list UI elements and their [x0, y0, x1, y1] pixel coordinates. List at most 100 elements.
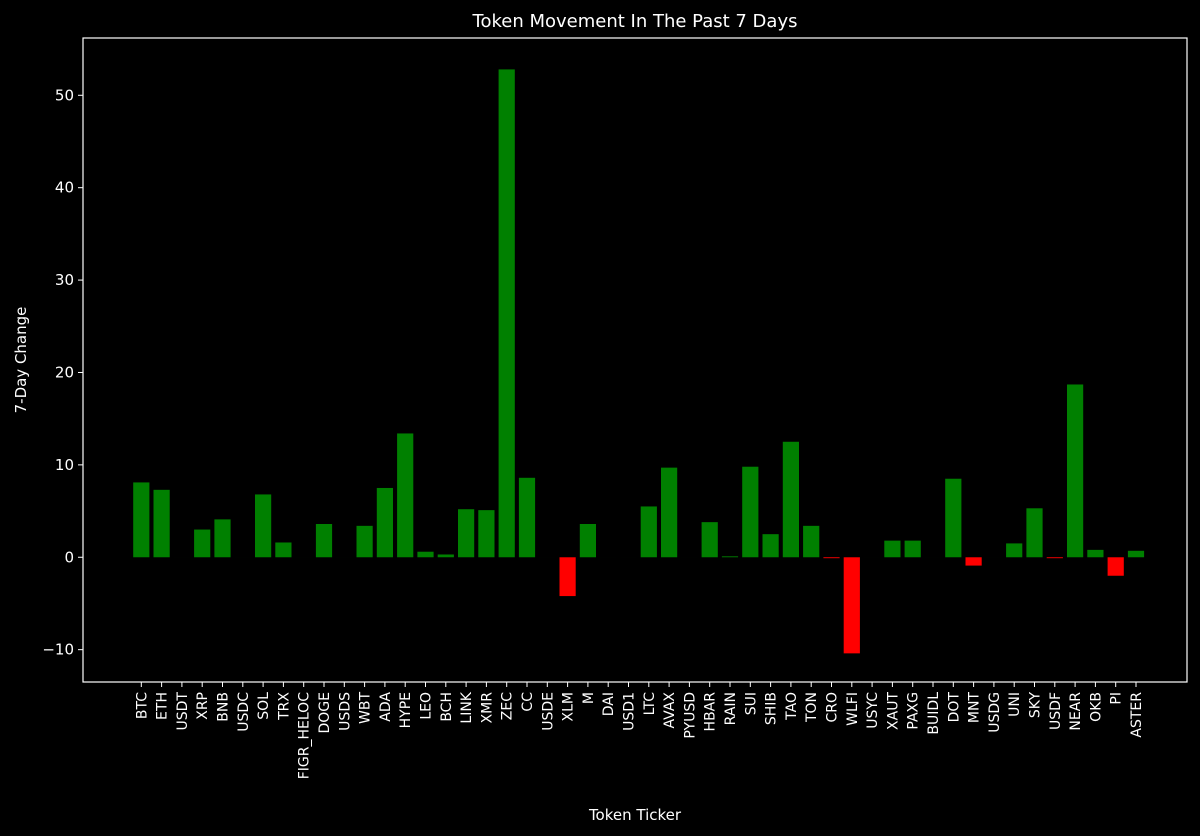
bar-xmr [478, 510, 495, 558]
bar-doge [315, 524, 333, 558]
bar-btc [133, 482, 150, 558]
x-tick-label: LEO [419, 692, 435, 720]
y-tick-label: 20 [55, 363, 74, 381]
x-tick-label: NEAR [1068, 692, 1084, 731]
x-tick-label: DOT [946, 692, 962, 723]
x-tick-label: RAIN [723, 692, 739, 725]
x-tick-label: PYUSD [682, 692, 698, 739]
bar-sky [1026, 508, 1043, 558]
bar-hype [397, 433, 414, 558]
bar-leo [417, 551, 434, 558]
bar-ton [803, 525, 820, 558]
bar-aster [1127, 550, 1145, 558]
y-axis-ticks: −10 0 10 20 30 40 50 [42, 86, 83, 659]
x-tick-label: TRX [276, 692, 292, 721]
x-tick-label: ZEC [500, 692, 516, 720]
bar-usdf [1046, 557, 1063, 559]
x-tick-label: USYC [865, 692, 881, 729]
bar-sol [255, 494, 272, 558]
x-tick-label: USDF [1048, 692, 1064, 730]
x-tick-label: ASTER [1129, 692, 1145, 738]
x-tick-label: BNB [216, 692, 232, 722]
x-tick-label: CRO [825, 692, 841, 723]
x-axis-label: Token Ticker [588, 806, 682, 824]
x-tick-label: USD1 [622, 692, 638, 731]
bar-xlm [559, 557, 576, 597]
bar-trx [275, 542, 292, 558]
bar-xrp [194, 529, 211, 558]
y-tick-label: 10 [55, 456, 74, 474]
x-tick-label: SOL [256, 692, 272, 720]
bar-xaut [884, 540, 901, 558]
x-tick-label: TAO [784, 692, 800, 721]
x-tick-label: M [581, 692, 597, 704]
x-tick-label: SUI [743, 692, 759, 715]
x-tick-label: USDG [987, 692, 1003, 733]
x-tick-label: ADA [378, 692, 394, 722]
x-tick-label: MNT [967, 692, 983, 724]
bar-paxg [904, 540, 921, 558]
x-tick-label: DOGE [317, 692, 333, 734]
x-tick-label: LTC [642, 692, 658, 716]
x-tick-label: HYPE [398, 692, 414, 728]
x-tick-label: USDC [236, 692, 252, 732]
bar-cc [518, 477, 536, 558]
bar-wlfi [843, 557, 860, 654]
x-tick-label: XRP [195, 692, 211, 720]
y-tick-label: −10 [42, 641, 74, 659]
x-tick-label: HBAR [703, 692, 719, 732]
x-tick-label: UNI [1007, 692, 1023, 717]
x-tick-label: USDT [175, 692, 191, 731]
bar-ltc [640, 506, 657, 558]
x-tick-label: LINK [459, 691, 475, 723]
bar-shib [762, 534, 779, 558]
x-tick-label: BCH [439, 692, 455, 722]
x-tick-label: CC [520, 692, 536, 712]
x-tick-label: TON [804, 692, 820, 723]
x-tick-label: USDS [337, 692, 353, 731]
chart-title: Token Movement In The Past 7 Days [472, 11, 798, 32]
x-tick-label: PAXG [906, 692, 922, 730]
bar-hbar [701, 522, 718, 558]
y-tick-label: 30 [55, 271, 74, 289]
x-tick-label: XLM [561, 692, 577, 721]
bar-avax [661, 467, 678, 558]
x-tick-label: SHIB [764, 692, 780, 725]
x-tick-label: USDE [540, 692, 556, 731]
x-tick-label: AVAX [662, 692, 678, 729]
bar-ada [376, 487, 393, 558]
bar-dot [945, 478, 962, 558]
x-axis-ticks: BTC ETH USDT XRP BNB USDC SOL TRX FIGR_HELOC DOGE… [134, 682, 1145, 779]
plot-area-frame [82, 37, 1188, 683]
x-tick-label: XAUT [885, 692, 901, 730]
bar-mnt [965, 557, 982, 566]
bar-bch [437, 554, 454, 558]
bar-eth [153, 489, 170, 558]
x-tick-label: DAI [601, 692, 617, 716]
bar-link [458, 509, 475, 558]
x-tick-label: FIGR_HELOC [297, 692, 313, 779]
y-tick-label: 0 [64, 548, 74, 566]
bar-tao [782, 441, 799, 558]
x-tick-label: SKY [1028, 692, 1044, 719]
bar-uni [1006, 543, 1023, 558]
y-axis-label: 7-Day Change [12, 307, 30, 414]
x-tick-label: OKB [1088, 692, 1104, 722]
bar-cro [823, 557, 840, 559]
x-tick-label: PI [1109, 692, 1125, 705]
x-tick-label: BUIDL [926, 692, 942, 735]
x-tick-label: ETH [155, 692, 171, 720]
y-tick-label: 50 [55, 86, 74, 104]
bar-series [133, 69, 1145, 654]
x-tick-label: BTC [134, 692, 150, 719]
bar-zec [498, 69, 515, 558]
bar-near [1067, 384, 1084, 558]
x-tick-label: WBT [358, 692, 374, 724]
bar-wbt [356, 525, 373, 558]
bar-rain [721, 556, 739, 558]
y-tick-label: 40 [55, 179, 74, 197]
bar-sui [742, 466, 759, 558]
bar-m [579, 524, 596, 558]
